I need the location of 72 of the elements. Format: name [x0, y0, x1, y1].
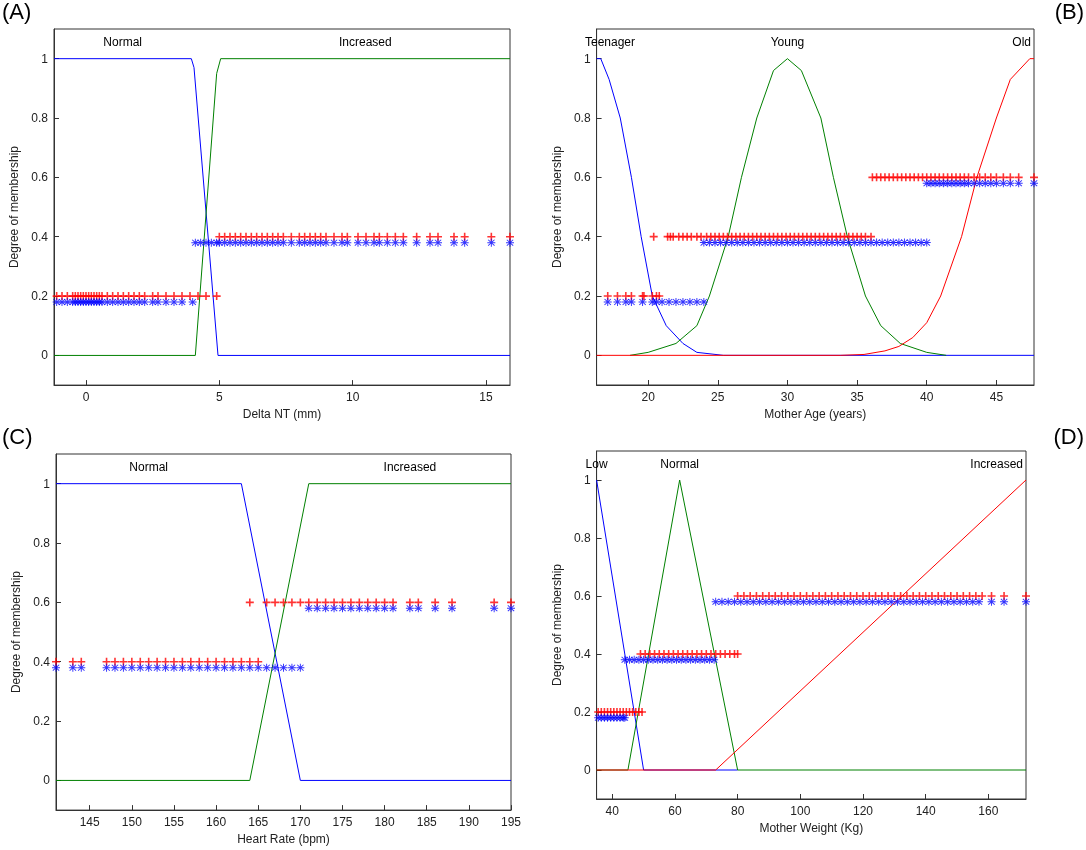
annotation: Normal	[129, 459, 169, 474]
text: (A)	[2, 0, 32, 24]
y-tick-label: 0.6	[573, 170, 591, 185]
y-tick-label: 1	[583, 51, 591, 66]
x-tick-label: 5	[215, 390, 223, 405]
y-tick-label: 0.8	[31, 111, 49, 126]
x-tick-label: 15	[479, 390, 493, 405]
x-tick-label: 30	[780, 390, 795, 404]
x-tick-label: 20	[641, 390, 656, 404]
annotation: Normal	[103, 34, 142, 49]
y-tick-label: 0	[583, 763, 591, 777]
annotation: Increased	[383, 459, 437, 474]
x-tick-label: 35	[850, 390, 865, 404]
y-axis-title: Degree of membership	[9, 570, 24, 694]
y-tick-label: 1	[583, 473, 591, 487]
y-tick-label: 0.8	[573, 111, 591, 125]
y-axis-title: Degree of membership	[550, 145, 564, 269]
x-tick-label: 170	[290, 815, 311, 830]
x-tick-label: 195	[500, 815, 522, 830]
y-tick-label: 0	[41, 348, 49, 363]
y-tick-label: 0.6	[573, 589, 591, 603]
x-axis-title: Delta NT (mm)	[242, 407, 322, 421]
y-tick-label: 0.6	[31, 170, 49, 185]
x-tick-label: 160	[206, 815, 227, 830]
y-tick-label: 0.4	[573, 647, 591, 661]
x-axis-title: Mother Weight (Kg)	[759, 820, 864, 835]
text: (B)	[1054, 0, 1084, 24]
x-tick-label: 60	[668, 804, 682, 818]
text: (D)	[1053, 423, 1085, 449]
y-tick-label: 0.2	[573, 705, 591, 719]
y-tick-label: 1	[41, 51, 49, 66]
y-tick-label: 0	[583, 348, 591, 363]
x-axis-title: Mother Age (years)	[764, 406, 867, 421]
x-tick-label: 190	[458, 815, 480, 830]
x-tick-label: 25	[711, 390, 725, 404]
x-tick-label: 175	[332, 815, 353, 830]
x-tick-label: 185	[416, 815, 438, 830]
x-tick-label: 120	[852, 804, 874, 818]
x-tick-label: 145	[79, 815, 101, 830]
x-tick-label: 180	[374, 815, 395, 830]
x-tick-label: 140	[915, 804, 937, 818]
x-tick-label: 165	[248, 815, 269, 830]
y-tick-label: 0.2	[33, 714, 51, 729]
y-axis-title: Degree of membership	[550, 563, 564, 687]
x-tick-label: 40	[920, 390, 934, 404]
annotation: Old	[1012, 34, 1031, 49]
y-tick-label: 1	[43, 476, 51, 491]
annotation: Normal	[660, 456, 699, 471]
x-axis-title: Heart Rate (bpm)	[237, 832, 330, 846]
x-tick-label: 80	[730, 804, 745, 818]
x-tick-label: 100	[790, 804, 811, 818]
annotation: Young	[770, 34, 805, 49]
x-tick-label: 45	[989, 390, 1004, 404]
y-tick-label: 0.4	[31, 229, 49, 244]
x-tick-label: 10	[345, 390, 360, 405]
x-tick-label: 0	[82, 390, 90, 405]
x-tick-label: 155	[163, 815, 185, 830]
y-tick-label: 0.4	[573, 229, 591, 244]
y-tick-label: 0.2	[31, 289, 49, 304]
x-tick-label: 160	[978, 804, 999, 818]
y-tick-label: 0.8	[573, 531, 591, 545]
x-tick-label: 40	[605, 804, 620, 818]
y-tick-label: 0	[43, 773, 51, 788]
annotation: Increased	[338, 34, 392, 49]
y-tick-label: 0.6	[33, 595, 51, 610]
y-tick-label: 0.2	[573, 289, 591, 303]
y-tick-label: 0.8	[33, 536, 51, 551]
x-tick-label: 150	[121, 815, 143, 830]
y-axis-title: Degree of membership	[7, 145, 22, 269]
y-tick-label: 0.4	[33, 654, 51, 669]
annotation: Increased	[970, 456, 1023, 471]
text: (C)	[2, 423, 33, 449]
